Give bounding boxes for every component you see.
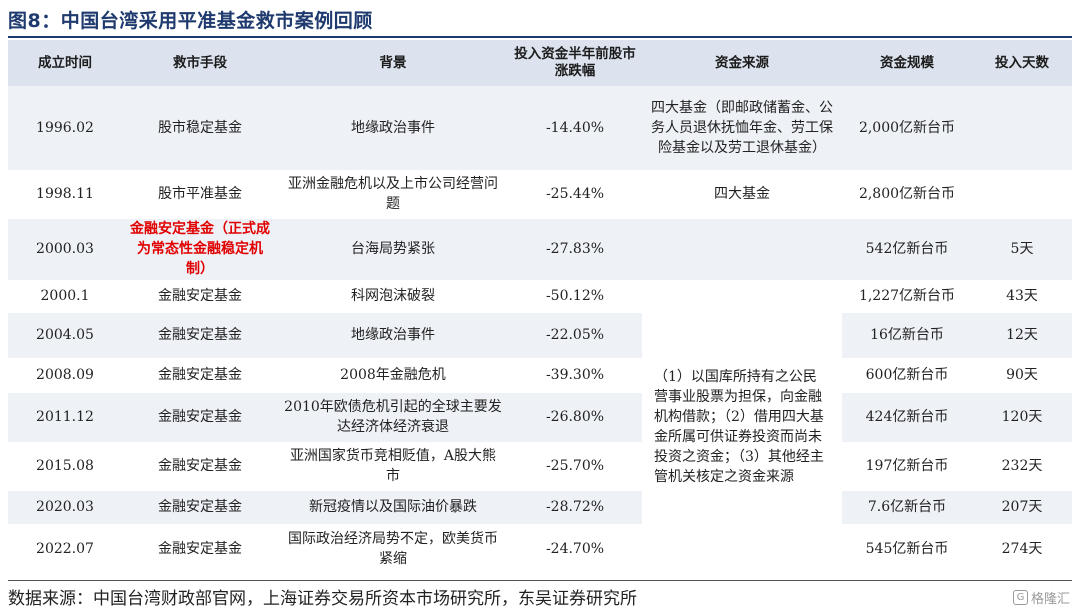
watermark-text: 格隆汇 xyxy=(1030,592,1070,607)
table-row: 2000.03 金融安定基金（正式成为常态性金融稳定机制） 台海局势紧张 -27… xyxy=(8,218,1072,281)
cell-background: 台海局势紧张 xyxy=(278,218,508,281)
cell-change: -27.83% xyxy=(508,218,642,281)
cell-date: 2008.09 xyxy=(8,358,122,393)
cell-days: 5天 xyxy=(972,218,1072,281)
cell-source: 四大基金（即邮政储蓄金、公务人员退休抚恤年金、劳工保险基金以及劳工退休基金） xyxy=(642,86,842,171)
cell-days xyxy=(972,170,1072,219)
cell-scale: 2,000亿新台币 xyxy=(842,86,972,171)
cell-scale: 16亿新台币 xyxy=(842,312,972,359)
cell-date: 2000.03 xyxy=(8,218,122,281)
table-header-row: 成立时间 救市手段 背景 投入资金半年前股市涨跌幅 资金来源 资金规模 投入天数 xyxy=(8,40,1072,86)
header-date: 成立时间 xyxy=(8,40,122,86)
cell-source-merged: （1）以国库所持有之公民营事业股票为担保，向金融机构借款；（2）借用四大基金所属… xyxy=(642,280,842,575)
table-row: 2000.1 金融安定基金 科网泡沫破裂 -50.12% （1）以国库所持有之公… xyxy=(8,280,1072,575)
cell-background: 国际政治经济局势不定，欧美货币紧缩 xyxy=(278,524,508,575)
watermark-logo-icon: G xyxy=(1012,590,1028,605)
cell-scale: 424亿新台币 xyxy=(842,392,972,443)
cell-means: 金融安定基金 xyxy=(122,392,278,443)
cell-change: -22.05% xyxy=(508,312,642,359)
cell-means: 股市平准基金 xyxy=(122,170,278,219)
cell-days: 12天 xyxy=(972,312,1072,359)
source-description: （1）以国库所持有之公民营事业股票为担保，向金融机构借款；（2）借用四大基金所属… xyxy=(654,369,824,485)
header-scale: 资金规模 xyxy=(842,40,972,86)
table-row: 2022.07 金融安定基金 国际政治经济局势不定，欧美货币紧缩 -24.70%… xyxy=(8,524,1072,575)
cell-days: 274天 xyxy=(972,524,1072,575)
cell-means: 金融安定基金 xyxy=(122,312,278,359)
cell-date: 2000.1 xyxy=(8,280,122,313)
rescue-cases-table: 成立时间 救市手段 背景 投入资金半年前股市涨跌幅 资金来源 资金规模 投入天数… xyxy=(8,40,1072,575)
table-row: 1996.02 股市稳定基金 地缘政治事件 -14.40% 四大基金（即邮政储蓄… xyxy=(8,86,1072,171)
cell-date: 1998.11 xyxy=(8,170,122,219)
cell-source-empty xyxy=(642,218,842,281)
cell-scale: 545亿新台币 xyxy=(842,524,972,575)
table-row: 2020.03 金融安定基金 新冠疫情以及国际油价暴跌 -28.72% 7.6亿… xyxy=(8,490,1072,525)
header-source: 资金来源 xyxy=(642,40,842,86)
cell-background: 地缘政治事件 xyxy=(278,86,508,171)
table-row: 2004.05 金融安定基金 地缘政治事件 -22.05% 16亿新台币 12天 xyxy=(8,312,1072,359)
header-background: 背景 xyxy=(278,40,508,86)
cell-background: 新冠疫情以及国际油价暴跌 xyxy=(278,490,508,525)
cell-means: 股市稳定基金 xyxy=(122,86,278,171)
cell-date: 2020.03 xyxy=(8,490,122,525)
cell-change: -26.80% xyxy=(508,392,642,443)
top-rule xyxy=(8,36,1072,38)
header-change: 投入资金半年前股市涨跌幅 xyxy=(508,40,642,86)
cell-background: 亚洲金融危机以及上市公司经营问题 xyxy=(278,170,508,219)
cell-change: -24.70% xyxy=(508,524,642,575)
header-means: 救市手段 xyxy=(122,40,278,86)
cell-date: 1996.02 xyxy=(8,86,122,171)
cell-means-highlight: 金融安定基金（正式成为常态性金融稳定机制） xyxy=(122,218,278,281)
data-source-note: 数据来源：中国台湾财政部官网，上海证券交易所资本市场研究所，东吴证券研究所 xyxy=(8,589,637,609)
figure-title: 图8：中国台湾采用平准基金救市案例回顾 xyxy=(8,10,373,32)
header-days: 投入天数 xyxy=(972,40,1072,86)
table-row: 2008.09 金融安定基金 2008年金融危机 -39.30% 600亿新台币… xyxy=(8,358,1072,393)
cell-date: 2011.12 xyxy=(8,392,122,443)
table-row: 2015.08 金融安定基金 亚洲国家货币竞相贬值，A股大熊市 -25.70% … xyxy=(8,442,1072,491)
cell-date: 2015.08 xyxy=(8,442,122,491)
cell-means: 金融安定基金 xyxy=(122,442,278,491)
table-row: 2011.12 金融安定基金 2010年欧债危机引起的全球主要发达经济体经济衰退… xyxy=(8,392,1072,443)
cell-means: 金融安定基金 xyxy=(122,358,278,393)
cell-background: 2008年金融危机 xyxy=(278,358,508,393)
cell-days: 90天 xyxy=(972,358,1072,393)
cell-change: -25.44% xyxy=(508,170,642,219)
cell-means: 金融安定基金 xyxy=(122,490,278,525)
cell-source: 四大基金 xyxy=(642,170,842,219)
cell-days xyxy=(972,86,1072,171)
table-row: 1998.11 股市平准基金 亚洲金融危机以及上市公司经营问题 -25.44% … xyxy=(8,170,1072,219)
cell-days: 120天 xyxy=(972,392,1072,443)
cell-scale: 542亿新台币 xyxy=(842,218,972,281)
cell-days: 207天 xyxy=(972,490,1072,525)
cell-scale: 7.6亿新台币 xyxy=(842,490,972,525)
cell-change: -28.72% xyxy=(508,490,642,525)
cell-background: 科网泡沫破裂 xyxy=(278,280,508,313)
cell-means: 金融安定基金 xyxy=(122,280,278,313)
cell-scale: 2,800亿新台币 xyxy=(842,170,972,219)
cell-means: 金融安定基金 xyxy=(122,524,278,575)
cell-change: -25.70% xyxy=(508,442,642,491)
cell-scale: 197亿新台币 xyxy=(842,442,972,491)
cell-scale: 1,227亿新台币 xyxy=(842,280,972,313)
cell-date: 2022.07 xyxy=(8,524,122,575)
bottom-rule xyxy=(8,580,1072,581)
cell-change: -50.12% xyxy=(508,280,642,313)
cell-date: 2004.05 xyxy=(8,312,122,359)
cell-days: 43天 xyxy=(972,280,1072,313)
cell-scale: 600亿新台币 xyxy=(842,358,972,393)
cell-change: -14.40% xyxy=(508,86,642,171)
cell-background: 地缘政治事件 xyxy=(278,312,508,359)
cell-change: -39.30% xyxy=(508,358,642,393)
cell-days: 232天 xyxy=(972,442,1072,491)
watermark: G 格隆汇 xyxy=(1012,588,1070,607)
cell-background: 亚洲国家货币竞相贬值，A股大熊市 xyxy=(278,442,508,491)
cell-background: 2010年欧债危机引起的全球主要发达经济体经济衰退 xyxy=(278,392,508,443)
